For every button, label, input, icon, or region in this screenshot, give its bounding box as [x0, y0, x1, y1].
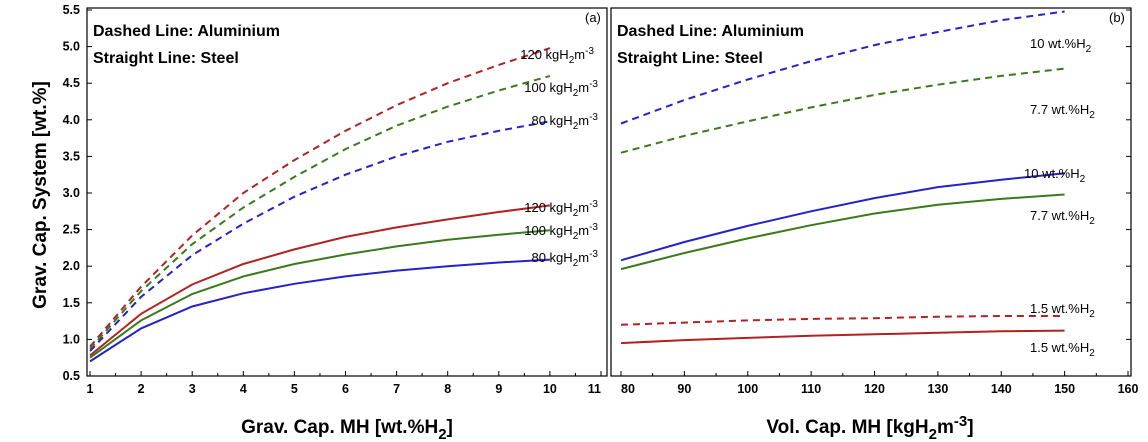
series-label: 1.5 wt.%H2​ — [1030, 340, 1095, 359]
series-line-steel — [89, 258, 550, 363]
series-label: 7.7 wt.%H2​ — [1030, 102, 1095, 121]
series-line-aluminium — [620, 315, 1065, 326]
y-tick-label: 5.5 — [63, 3, 80, 17]
x-tick-label: 10 — [543, 382, 557, 396]
y-tick-label: 1.5 — [63, 296, 80, 310]
panel-a-frame — [86, 7, 608, 377]
series-line-steel — [89, 204, 551, 357]
y-tick-label: 3.5 — [63, 149, 80, 163]
series-label: 7.7 wt.%H2​ — [1030, 208, 1095, 227]
panel-b-note-dashed: Dashed Line: Aluminium — [617, 23, 804, 40]
series-label: 80 kgH2​m-3​ — [531, 249, 598, 269]
x-tick-label: 7 — [393, 382, 400, 396]
series-label: 120 kgH2​m-3​ — [520, 46, 594, 66]
x-tick-label: 110 — [801, 382, 821, 396]
series-label: 80 kgH2​m-3​ — [531, 112, 598, 132]
panel-b-note-straight: Straight Line: Steel — [617, 50, 763, 67]
x-tick-label: 5 — [291, 382, 298, 396]
panel-a: 1 2 3 4 5 6 7 8 9 10 11 0.5 1.0 1.5 2.0 2.5 3.0 3.5 4.0 4.5… — [63, 3, 602, 396]
x-tick-label: 9 — [495, 382, 502, 396]
series-line-steel — [89, 229, 550, 359]
series-line-steel — [620, 193, 1065, 271]
series-line-aluminium — [89, 74, 551, 350]
x-tick-label: 1 — [87, 382, 94, 396]
x-axis-label-text: Grav. Cap. MH [wt.%H2​] — [241, 417, 453, 442]
x-tick-label: 100 — [737, 382, 758, 396]
panel-b-label: (b) — [1109, 10, 1125, 25]
x-tick-label: 80 — [621, 382, 635, 396]
y-tick-label: 1.0 — [63, 332, 80, 346]
series-line-steel — [620, 329, 1065, 345]
series-line-aluminium — [89, 120, 551, 352]
x-tick-label: 150 — [1054, 382, 1075, 396]
panel-a-note-straight: Straight Line: Steel — [93, 50, 239, 67]
x-tick-label: 90 — [677, 382, 691, 396]
y-tick-label: 3.0 — [63, 186, 80, 200]
x-tick-label: 160 — [1118, 382, 1139, 396]
y-tick-label: 4.0 — [63, 113, 80, 127]
panel-a-note-dashed: Dashed Line: Aluminium — [93, 23, 280, 40]
x-tick-label: 130 — [927, 382, 948, 396]
x-tick-label: 4 — [240, 382, 247, 396]
series-label: 1.5 wt.%H2​ — [1030, 301, 1095, 320]
series-line-aluminium — [620, 67, 1065, 154]
x-axis-label-a: Grav. Cap. MH [wt.%H2​] — [241, 417, 453, 442]
x-tick-label: 8 — [444, 382, 451, 396]
series-line-aluminium — [89, 47, 551, 348]
series-line-aluminium — [620, 10, 1065, 125]
x-axis-label-b: Vol. Cap. MH [kgH2​m-3​] — [766, 413, 973, 442]
x-tick-label: 120 — [864, 382, 885, 396]
panel-b: 80 90 100 110 120 130 140 150 160 10 wt.%H2​ 7.7 w… — [620, 9, 1139, 396]
series-label: 120 kgH2​m-3​ — [524, 199, 598, 219]
y-tick-label: 0.5 — [63, 369, 80, 383]
series-label: 100 kgH2​m-3​ — [524, 79, 598, 99]
y-tick-label: 5.0 — [63, 40, 80, 54]
x-tick-label: 3 — [189, 382, 196, 396]
x-tick-label: 2 — [138, 382, 145, 396]
x-tick-label: 6 — [342, 382, 349, 396]
x-axis-label-text: Vol. Cap. MH [kgH2​m-3​] — [766, 413, 973, 442]
series-line-steel — [620, 172, 1065, 262]
x-tick-label: 140 — [991, 382, 1012, 396]
panel-b-frame — [610, 7, 1132, 377]
series-label: 100 kgH2​m-3​ — [524, 222, 598, 242]
panel-a-label: (a) — [585, 10, 601, 25]
x-tick-label: 11 — [588, 382, 601, 396]
series-label: 10 wt.%H2​ — [1024, 166, 1086, 185]
y-tick-label: 2.0 — [63, 259, 80, 273]
y-tick-label: 4.5 — [63, 76, 80, 90]
y-axis-label: Grav. Cap. System [wt.%] — [30, 81, 51, 309]
y-tick-label: 2.5 — [63, 223, 80, 237]
series-label: 10 wt.%H2​ — [1030, 36, 1092, 55]
